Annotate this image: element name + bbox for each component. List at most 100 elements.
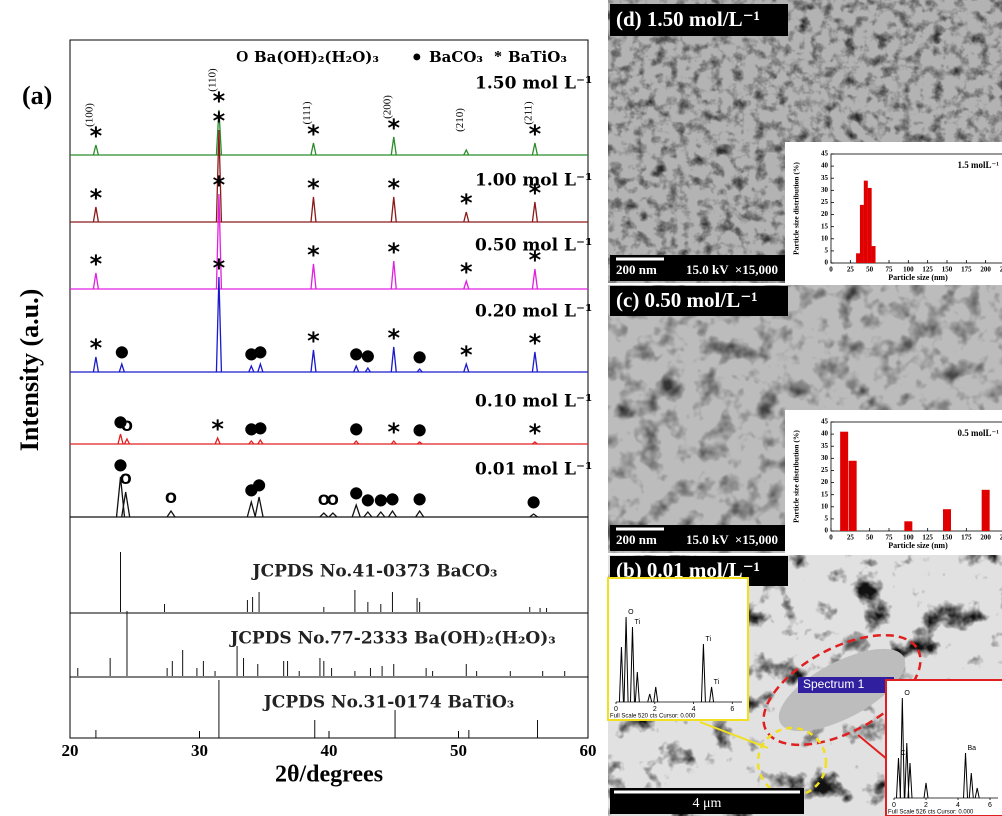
x-tick-label: 2 (924, 802, 928, 809)
peak-label: O (904, 690, 910, 697)
y-tick-label: 45 (821, 418, 829, 426)
reference-label: JCPDS No.31-0174 BaTiO₃ (262, 693, 514, 713)
y-tick-label: 20 (821, 478, 829, 486)
xrd-peak (255, 497, 263, 517)
phase-symbol: * (90, 250, 103, 278)
inset-label: 0.5 molL⁻¹ (958, 428, 1000, 438)
phase-symbol: * (307, 241, 320, 269)
y-tick-label: 0 (825, 259, 829, 267)
xrd-peak (354, 366, 359, 372)
hkl-label: (111) (301, 101, 313, 124)
panel-label: (d) 1.50 mol/L⁻¹ (616, 7, 760, 31)
x-tick-label: 200 (980, 266, 991, 274)
trace-label: 0.20 mol L⁻¹ (475, 302, 592, 322)
phase-symbol: * (529, 329, 542, 357)
peak-label: Ba (968, 745, 977, 752)
legend-label: BaTiO₃ (508, 48, 567, 66)
panel-label: (c) 0.50 mol/L⁻¹ (616, 288, 758, 312)
y-tick-label: 45 (821, 150, 829, 158)
eds-bg (608, 578, 748, 720)
phase-symbol: * (213, 254, 226, 282)
bar (904, 521, 912, 531)
trace-label: 0.10 mol L⁻¹ (475, 392, 592, 412)
phase-symbol: ● (413, 489, 427, 508)
phase-symbol: ● (253, 342, 267, 361)
peak-label: Ti (634, 619, 640, 626)
figure: Spectrum 1 (d) 1.50 mol/L⁻¹ (c) 0.50 mol… (0, 0, 1002, 816)
phase-symbol: * (529, 179, 542, 207)
scale-label: 200 nm (616, 262, 657, 277)
y-tick-label: 10 (821, 234, 829, 242)
phase-symbol: * (460, 189, 473, 217)
xrd-peak (377, 512, 385, 517)
x-tick-label: 6 (730, 706, 734, 713)
x-tick-label: 4 (692, 706, 696, 713)
spectrum-label: Spectrum 1 (803, 677, 865, 691)
y-tick-label: 15 (821, 222, 829, 230)
xrd-peak (364, 512, 372, 517)
x-tick-label: 30 (191, 741, 208, 760)
legend-label: Ba(OH)₂(H₂O)₃ (254, 48, 379, 66)
xrd-peak (249, 366, 254, 372)
sem-info: 15.0 kV ×15,000 (686, 532, 778, 547)
phase-symbol: O (165, 491, 177, 507)
x-tick-label: 0 (892, 802, 896, 809)
inset-x-title: Particle size (nm) (888, 541, 948, 550)
phase-symbol: * (529, 419, 542, 447)
y-tick-label: 25 (821, 198, 829, 206)
y-tick-label: 10 (821, 502, 829, 510)
x-tick-label: 25 (847, 266, 855, 274)
phase-symbol: ● (361, 490, 375, 509)
bar (982, 490, 990, 531)
phase-symbol: ● (413, 420, 427, 439)
phase-symbol: * (387, 418, 400, 446)
x-axis-title: 2θ/degrees (275, 762, 383, 788)
phase-symbol: * (213, 171, 226, 199)
reference-label: JCPDS No.41-0373 BaCO₃ (251, 562, 498, 582)
hkl-label: (110) (206, 68, 218, 92)
histogram-inset: 0510152025303540450255075100125150175200… (785, 142, 1002, 285)
bar (872, 246, 876, 263)
xrd-peak (216, 277, 221, 372)
xrd-peak (118, 434, 123, 444)
y-tick-label: 30 (821, 454, 829, 462)
x-tick-label: 175 (961, 534, 972, 542)
phase-symbol: * (387, 324, 400, 352)
inset-y-title: Particle size distribution (%) (792, 430, 801, 523)
y-axis-title: Intensity (a.u.) (15, 289, 44, 452)
xrd-peak (388, 511, 396, 517)
x-tick-label: 50 (866, 266, 874, 274)
hkl-label: (211) (522, 101, 534, 125)
y-tick-label: 20 (821, 210, 829, 218)
inset-label: 1.5 molL⁻¹ (958, 160, 1000, 170)
bar (840, 432, 848, 531)
phase-symbol: * (90, 184, 103, 212)
x-tick-label: 2 (653, 706, 657, 713)
x-tick-label: 25 (847, 534, 855, 542)
phase-symbol: ● (527, 492, 541, 511)
phase-symbol: * (213, 107, 226, 135)
phase-symbol: ● (361, 346, 375, 365)
peak-label: O (628, 609, 634, 616)
legend-symbol: O (236, 49, 248, 66)
phase-symbol: * (387, 238, 400, 266)
phase-symbol: O (327, 493, 339, 509)
legend-symbol: * (494, 49, 502, 66)
phase-symbol: * (307, 174, 320, 202)
phase-symbol: O (121, 419, 133, 435)
phase-symbol: ● (252, 475, 266, 494)
phase-symbol: * (460, 341, 473, 369)
bar (868, 188, 872, 263)
phase-symbol: O (120, 472, 132, 488)
phase-symbol: * (529, 246, 542, 274)
eds-caption: Full Scale 520 cts Cursor: 0.000 (610, 714, 696, 720)
hkl-label: (210) (454, 108, 466, 132)
phase-symbol: ● (114, 455, 128, 474)
phase-symbol: ● (413, 347, 427, 366)
y-tick-label: 40 (821, 162, 829, 170)
y-tick-label: 0 (825, 527, 829, 535)
phase-symbol: * (211, 415, 224, 443)
